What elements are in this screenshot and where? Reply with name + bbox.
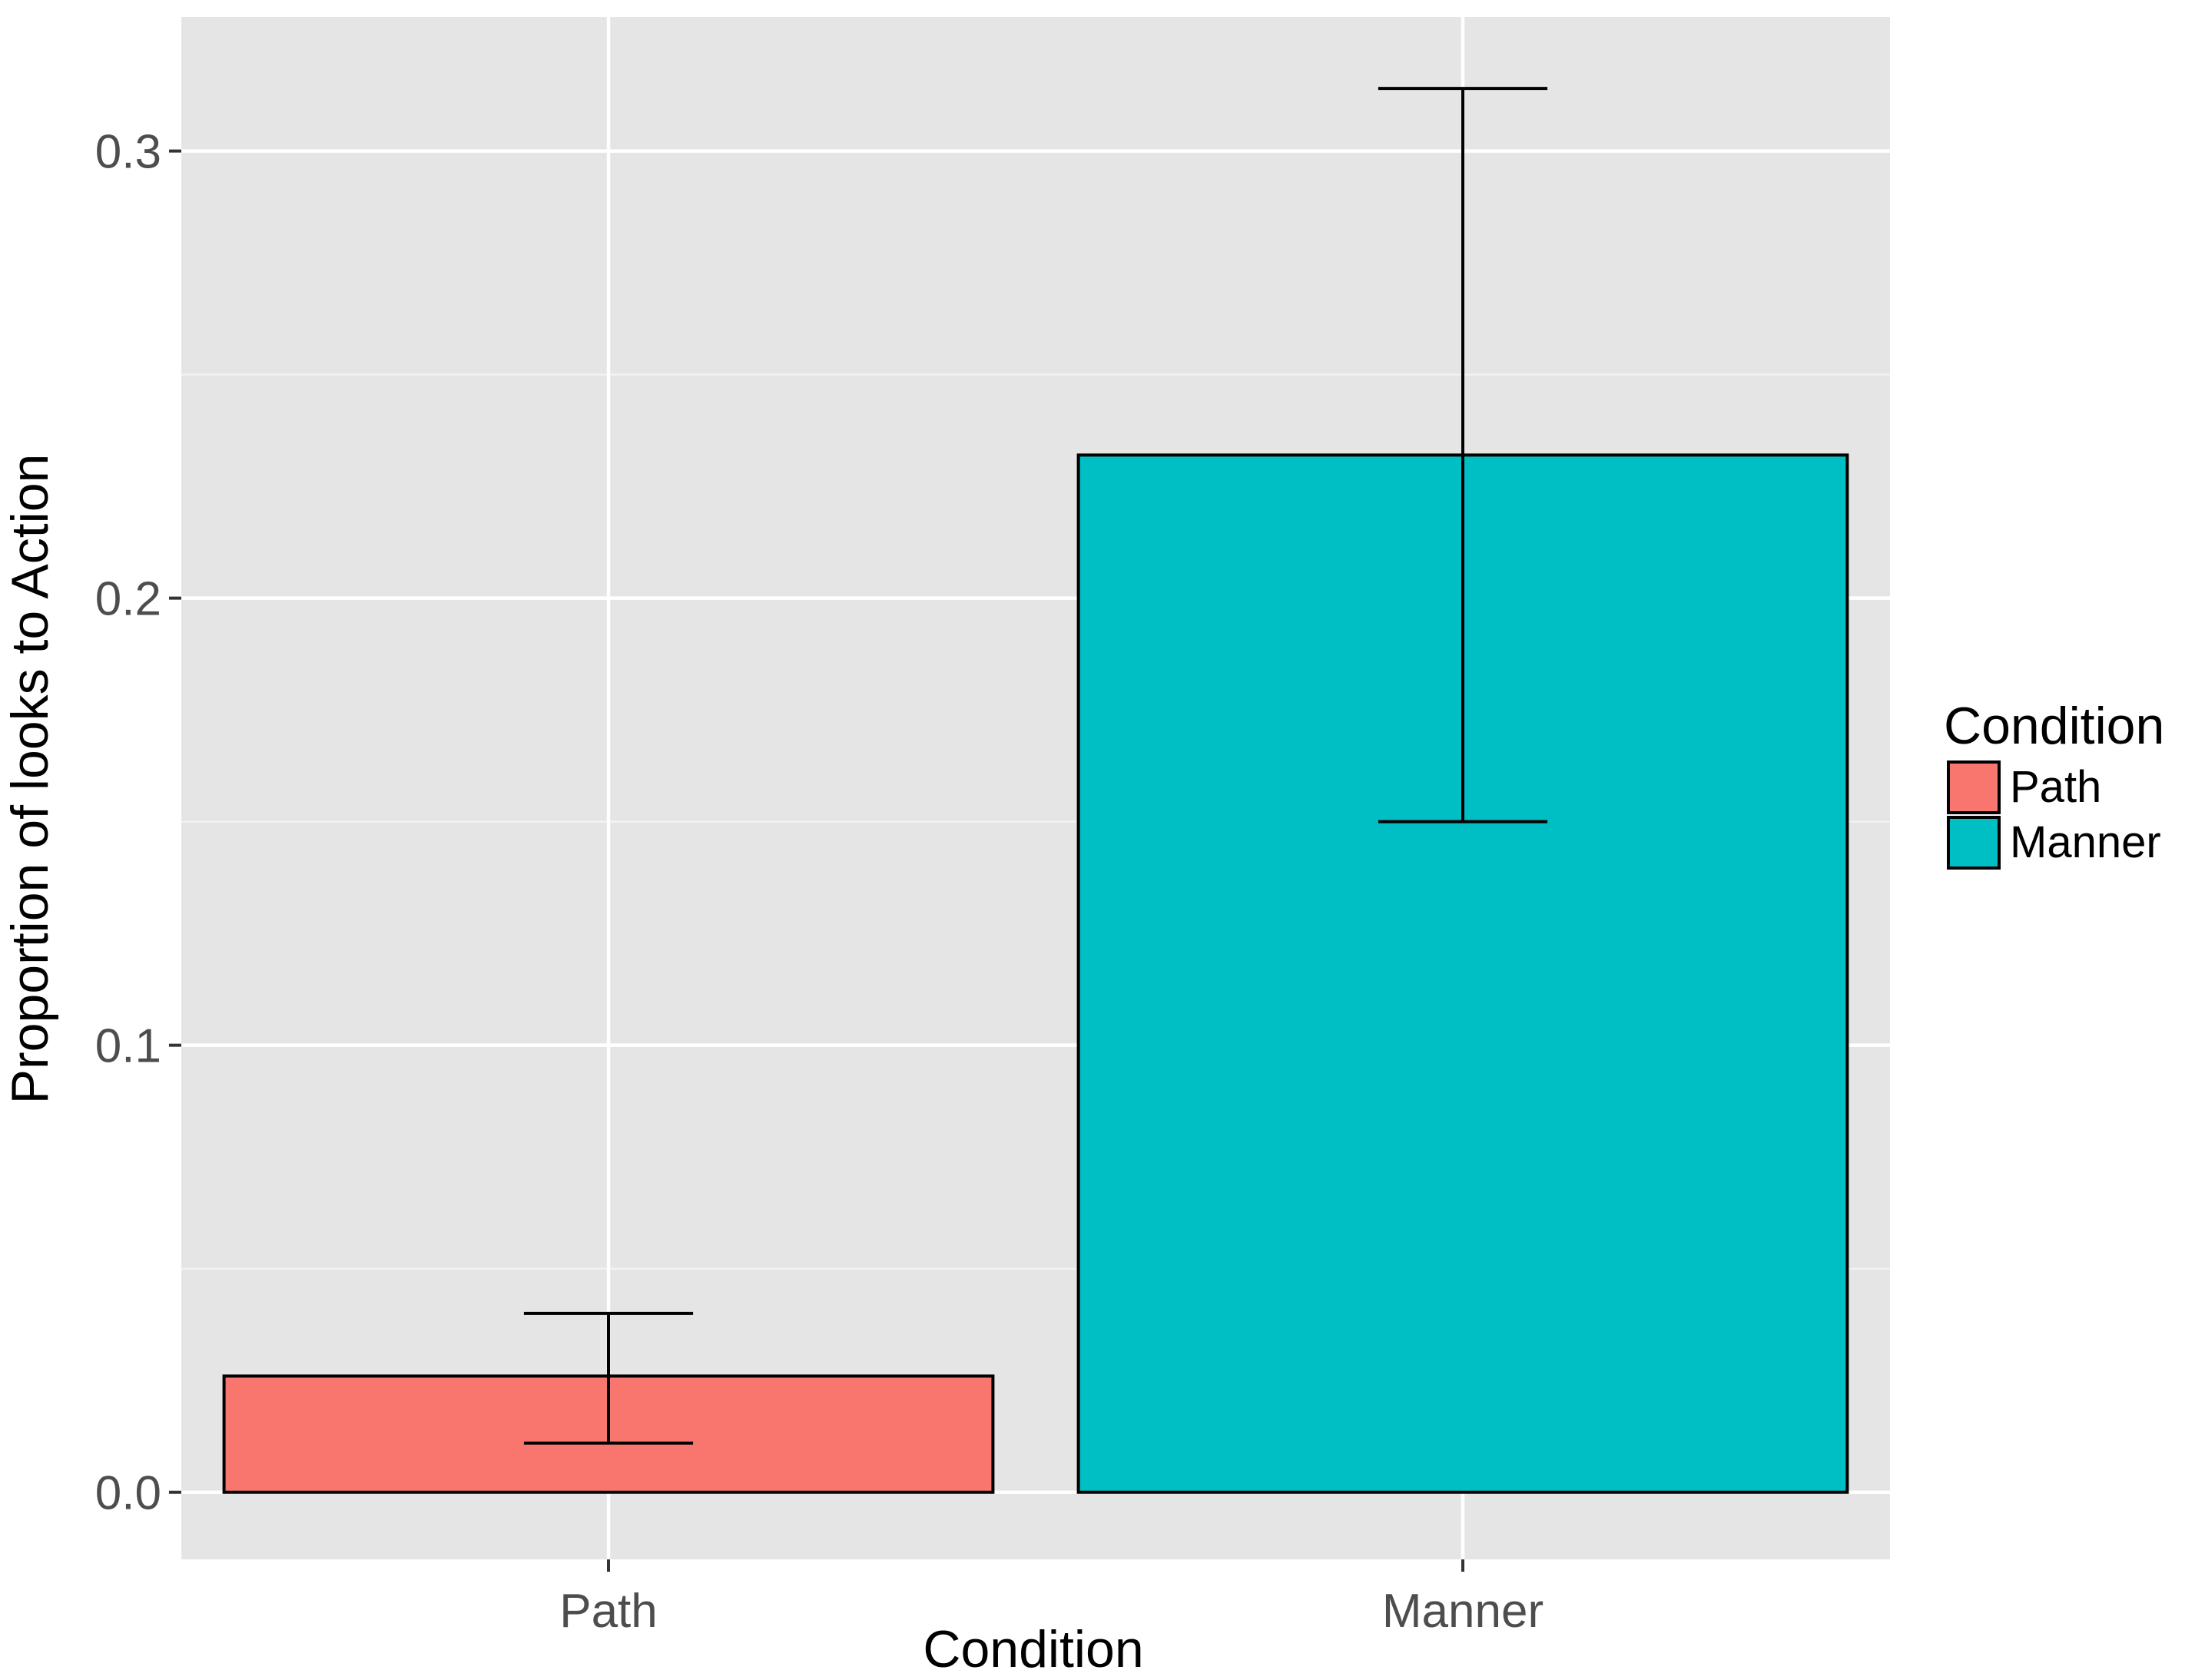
y-tick-label: 0.1 [95, 1020, 161, 1073]
legend-key [1947, 760, 2001, 814]
x-tick-label: Path [559, 1585, 658, 1638]
error-bar-manner [1378, 87, 1548, 823]
x-axis-title: Condition [923, 1620, 1143, 1678]
x-tick-label: Manner [1382, 1585, 1544, 1638]
legend-title: Condition [1944, 697, 2164, 755]
x-axis: Path Manner [559, 1559, 1544, 1638]
legend-label: Path [2010, 762, 2101, 812]
legend-key [1947, 816, 2001, 870]
legend-entry-manner: Manner [1947, 816, 2161, 870]
y-axis: 0.0 0.1 0.2 0.3 [95, 126, 181, 1520]
error-bars [523, 87, 1548, 1445]
y-tick-label: 0.3 [95, 126, 161, 179]
legend-entry-path: Path [1947, 760, 2101, 814]
legend-label: Manner [2010, 817, 2161, 867]
y-axis-title: Proportion of looks to Action [1, 454, 59, 1105]
y-tick-label: 0.0 [95, 1467, 161, 1520]
y-tick-label: 0.2 [95, 573, 161, 626]
error-bar-path [523, 1311, 694, 1445]
